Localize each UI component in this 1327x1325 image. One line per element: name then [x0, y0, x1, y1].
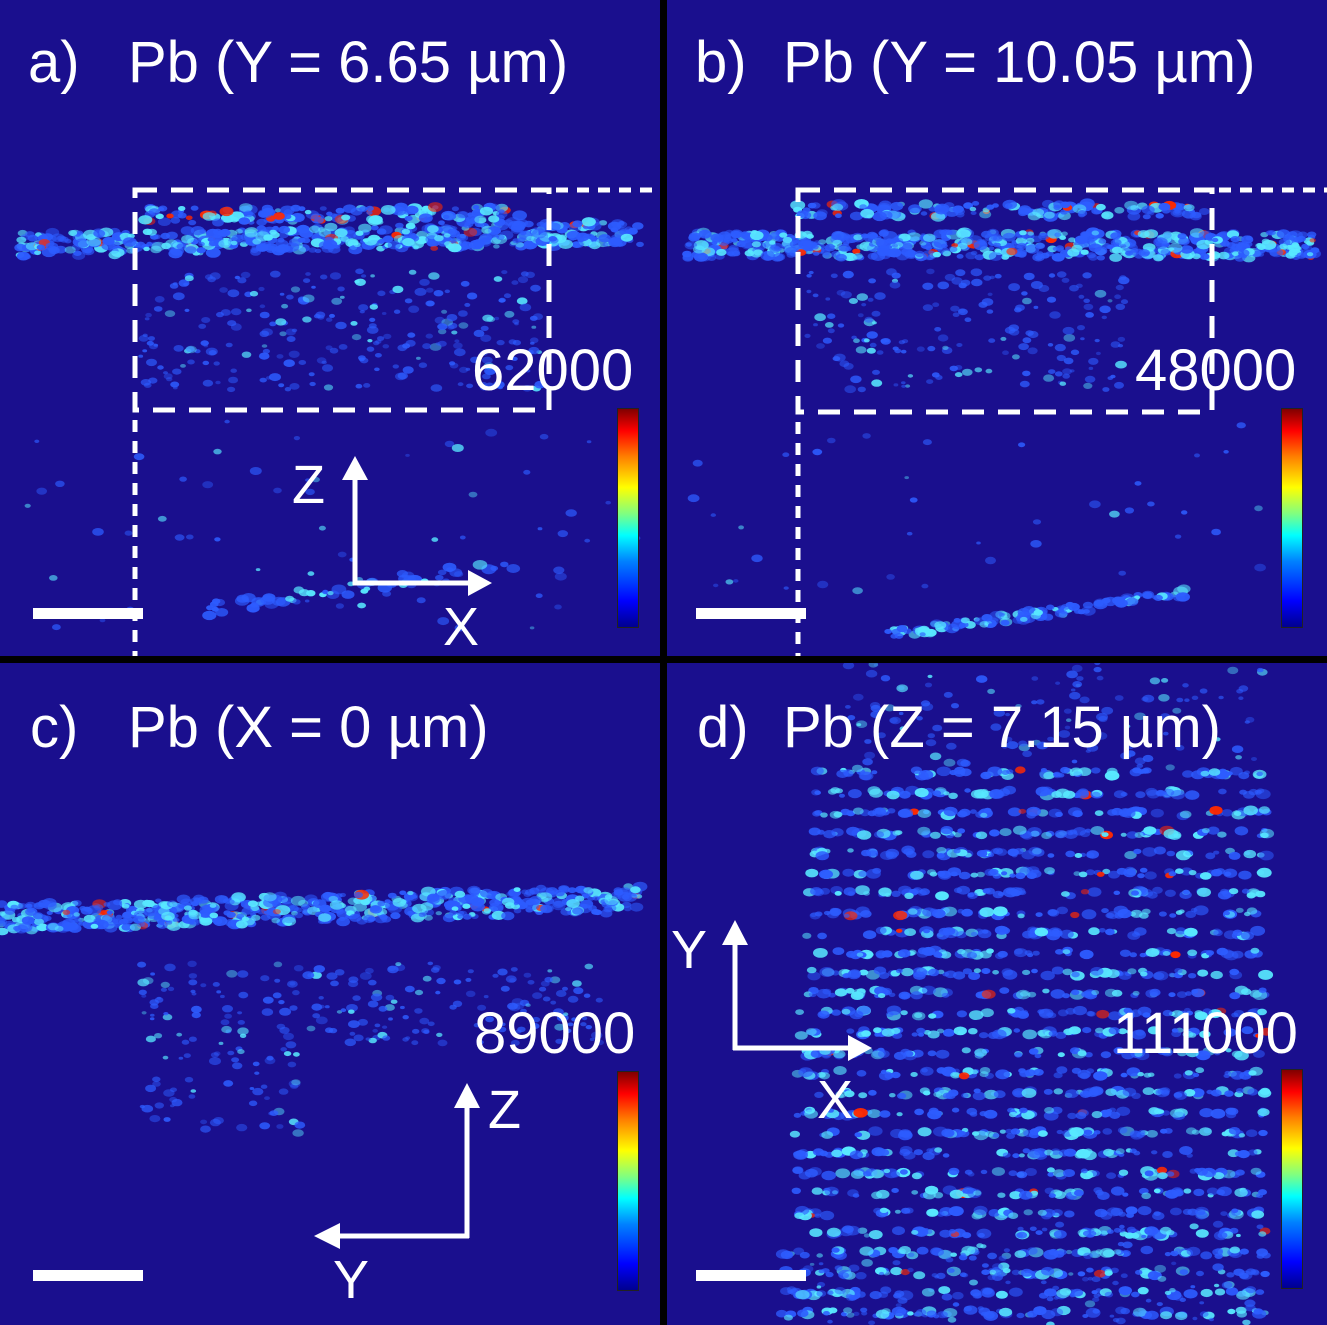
- panel-c-scale-bar: [33, 1270, 143, 1281]
- panel-a-image: [14, 187, 660, 656]
- panel-c-title: Pb (X = 0 µm): [128, 695, 489, 760]
- panel-a-colorbar: [617, 408, 639, 628]
- panel-b-scale-bar: [696, 608, 806, 619]
- panel-a-axis-z-label: Z: [292, 455, 325, 515]
- panel-b-title: Pb (Y = 10.05 µm): [783, 30, 1256, 95]
- panel-c-image: [0, 881, 648, 1249]
- panel-c-axis-z-head: [454, 1083, 480, 1108]
- panel-d-letter: d): [697, 695, 749, 760]
- panel-a-scale-bar: [33, 608, 143, 619]
- panel-d-image: [722, 663, 1275, 1325]
- panel-b-roi-box: [795, 187, 1215, 415]
- panel-b: b) Pb (Y = 10.05 µm) 48000: [667, 0, 1327, 656]
- panel-d-axis-y-label: Y: [671, 920, 708, 980]
- panel-b-image: [682, 187, 1327, 656]
- panel-d-colorbar-max: 111000: [1113, 1001, 1298, 1066]
- panel-d-axis-y-head: [722, 920, 748, 945]
- panel-c-colorbar: [617, 1071, 639, 1291]
- panel-d-scale-bar: [696, 1270, 806, 1281]
- panel-d: d) Pb (Z = 7.15 µm) 111000 Y X: [667, 663, 1327, 1325]
- panel-d-colorbar: [1281, 1069, 1303, 1289]
- panel-a-axis-x-label: X: [443, 597, 480, 656]
- panel-a-title: Pb (Y = 6.65 µm): [128, 30, 569, 95]
- panel-a-colorbar-max: 62000: [472, 338, 634, 403]
- panel-c-colorbar-max: 89000: [474, 1001, 636, 1066]
- panel-a-roi-box: [132, 187, 552, 413]
- panel-a-axis-z-head: [342, 456, 368, 480]
- panel-c-axis-y-label: Y: [333, 1250, 370, 1310]
- panel-b-letter: b): [695, 30, 747, 95]
- panel-d-title: Pb (Z = 7.15 µm): [783, 695, 1221, 760]
- panel-a: a) Pb (Y = 6.65 µm) 62000 Z X: [0, 0, 660, 656]
- panel-a-letter: a): [28, 30, 80, 95]
- panel-d-axis-x-label: X: [817, 1070, 854, 1130]
- panel-b-colorbar: [1281, 408, 1303, 628]
- panel-d-signal: [775, 663, 1275, 1325]
- panel-b-signal: [682, 198, 1321, 639]
- panel-c-letter: c): [30, 695, 79, 760]
- panel-c-signal: [0, 881, 648, 1137]
- panel-c: c) Pb (X = 0 µm) 89000 Z Y: [0, 663, 660, 1325]
- panel-b-colorbar-max: 48000: [1135, 338, 1297, 403]
- panel-c-axis-y-head: [314, 1223, 340, 1249]
- panel-a-signal: [14, 202, 644, 632]
- panel-a-axis-x-head: [468, 570, 492, 596]
- panel-c-axis-z-label: Z: [488, 1080, 521, 1140]
- panel-d-axis-x-head: [848, 1035, 872, 1061]
